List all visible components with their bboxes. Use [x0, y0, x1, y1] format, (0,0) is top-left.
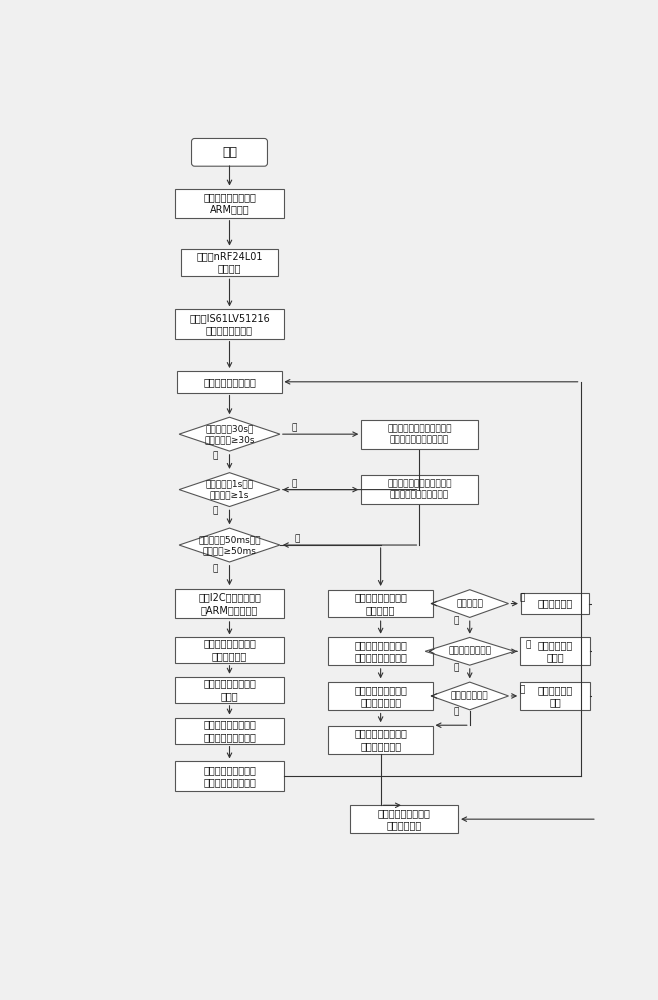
FancyBboxPatch shape [175, 309, 284, 339]
FancyBboxPatch shape [177, 371, 282, 393]
FancyBboxPatch shape [349, 805, 458, 833]
Text: 初始化nRF24L01
无线模块: 初始化nRF24L01 无线模块 [196, 251, 263, 274]
Text: 是: 是 [213, 565, 218, 574]
Text: 从存储芯片第一分区中最新
数据抽样保存到第二分区: 从存储芯片第一分区中最新 数据抽样保存到第二分区 [387, 480, 451, 500]
Text: 是: 是 [291, 424, 297, 432]
FancyBboxPatch shape [328, 590, 433, 617]
Text: 开始: 开始 [222, 146, 237, 159]
Text: 是: 是 [520, 685, 525, 694]
Text: 初始化IS61LV51216
矩阵数据存储芯片: 初始化IS61LV51216 矩阵数据存储芯片 [189, 313, 270, 335]
Text: 标记拥堵或滞
留告警: 标记拥堵或滞 留告警 [538, 640, 572, 662]
Polygon shape [179, 528, 280, 562]
Text: 汇总成虚拟矩阵数据
并标记时间戳: 汇总成虚拟矩阵数据 并标记时间戳 [203, 639, 256, 661]
Text: 据上次执行30s定
时任务时间≥30s: 据上次执行30s定 时任务时间≥30s [204, 424, 255, 444]
Text: 据上次执行1s定时
任务时间≥1s: 据上次执行1s定时 任务时间≥1s [205, 480, 253, 500]
Text: 否: 否 [453, 617, 459, 626]
Text: 是: 是 [291, 479, 297, 488]
Polygon shape [179, 473, 280, 507]
Text: 通过无线将矩阵数据
发送到其他检测矩阵: 通过无线将矩阵数据 发送到其他检测矩阵 [203, 719, 256, 742]
FancyBboxPatch shape [181, 249, 278, 276]
Text: 通过I2C接口读所有采
样ARM处理器数据: 通过I2C接口读所有采 样ARM处理器数据 [198, 592, 261, 615]
Text: 将虚拟矩阵保存到第
一分区: 将虚拟矩阵保存到第 一分区 [203, 679, 256, 701]
Polygon shape [425, 637, 515, 665]
FancyBboxPatch shape [328, 682, 433, 710]
Text: 标记超速告警: 标记超速告警 [538, 599, 572, 609]
Text: 据上次执行50ms定时
任务时间≥50ms: 据上次执行50ms定时 任务时间≥50ms [198, 535, 261, 555]
Text: 有超速行为: 有超速行为 [456, 599, 483, 608]
Text: 是: 是 [525, 641, 530, 650]
Text: 根据虚拟数字矩阵数
据检测统计流量: 根据虚拟数字矩阵数 据检测统计流量 [354, 729, 407, 751]
FancyBboxPatch shape [175, 718, 284, 744]
Text: 检测矩阵传感器行数: 检测矩阵传感器行数 [203, 377, 256, 387]
FancyBboxPatch shape [175, 189, 284, 218]
Text: 否: 否 [453, 707, 459, 716]
Polygon shape [431, 682, 509, 710]
Text: 根据虚拟数字矩阵数
据检测车速: 根据虚拟数字矩阵数 据检测车速 [354, 592, 407, 615]
Polygon shape [179, 417, 280, 451]
FancyBboxPatch shape [191, 138, 267, 166]
Text: 有违法停车现象: 有违法停车现象 [451, 691, 488, 700]
FancyBboxPatch shape [520, 682, 590, 710]
FancyBboxPatch shape [328, 726, 433, 754]
Text: 否: 否 [213, 451, 218, 460]
FancyBboxPatch shape [361, 475, 478, 504]
Text: 接收并处理来自其他
检测矩阵的检测数据: 接收并处理来自其他 检测矩阵的检测数据 [203, 765, 256, 787]
Text: 根据虚拟数字矩阵数
据检测道路拥堵状况: 根据虚拟数字矩阵数 据检测道路拥堵状况 [354, 640, 407, 662]
Text: 是: 是 [520, 593, 525, 602]
FancyBboxPatch shape [175, 637, 284, 663]
FancyBboxPatch shape [175, 677, 284, 703]
Polygon shape [431, 590, 509, 617]
FancyBboxPatch shape [521, 593, 589, 614]
Text: 有拥堵或滞留现象: 有拥堵或滞留现象 [448, 647, 492, 656]
FancyBboxPatch shape [328, 637, 433, 665]
Text: 初始化检测矩阵运算
ARM处理器: 初始化检测矩阵运算 ARM处理器 [203, 192, 256, 214]
Text: 根据虚拟数字矩阵数
据检测违法停车: 根据虚拟数字矩阵数 据检测违法停车 [354, 685, 407, 707]
Text: 标记违法停车
告警: 标记违法停车 告警 [538, 685, 572, 707]
FancyBboxPatch shape [520, 637, 590, 665]
Text: 否: 否 [453, 663, 459, 672]
FancyBboxPatch shape [175, 761, 284, 791]
FancyBboxPatch shape [175, 589, 284, 618]
Text: 从存储芯片第一分区中最新
数据抽样保存到第三分区: 从存储芯片第一分区中最新 数据抽样保存到第三分区 [387, 424, 451, 444]
Text: 通过无线模块发送告
警及统计信息: 通过无线模块发送告 警及统计信息 [378, 808, 430, 830]
FancyBboxPatch shape [361, 420, 478, 449]
Text: 否: 否 [294, 534, 299, 543]
Text: 否: 否 [213, 507, 218, 516]
